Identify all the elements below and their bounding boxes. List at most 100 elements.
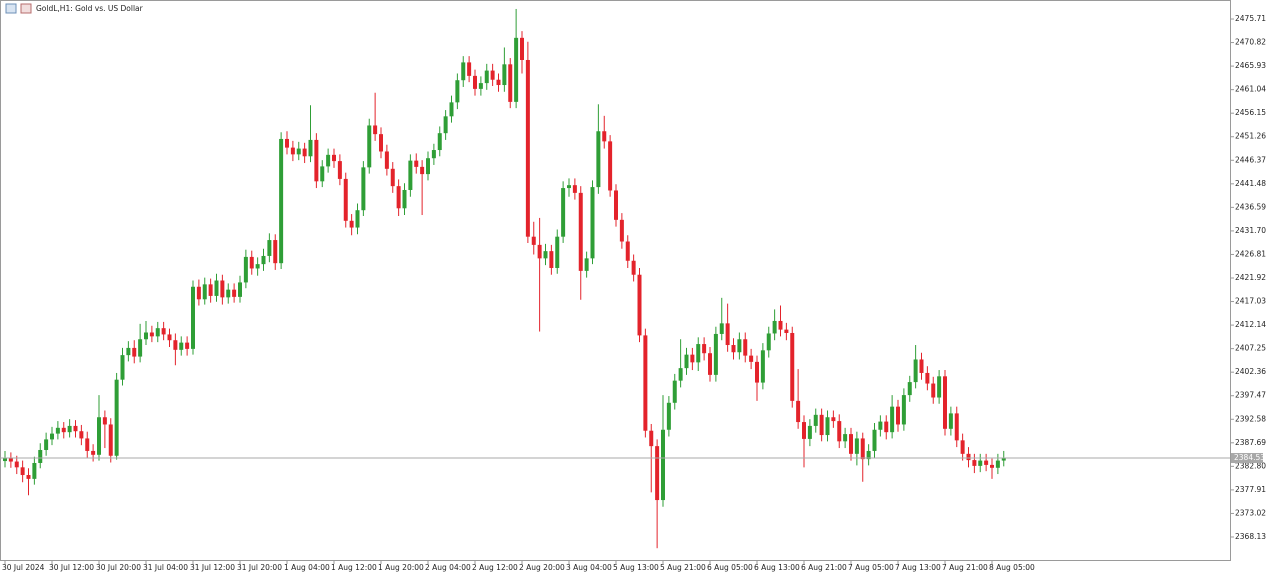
y-tick-label: 2402.36	[1235, 367, 1266, 376]
candle-body	[279, 138, 284, 264]
x-tick-label: 7 Aug 21:00	[942, 563, 988, 572]
candle-body	[461, 62, 466, 81]
candle-body	[537, 244, 542, 259]
candle-body	[866, 450, 871, 460]
candle-body	[431, 150, 436, 159]
candle-body	[8, 458, 13, 462]
candle-body	[596, 131, 601, 188]
candle-body	[44, 439, 49, 450]
candle-body	[185, 342, 190, 349]
candle-body	[144, 332, 148, 340]
y-tick-label: 2392.58	[1235, 414, 1266, 423]
candle-body	[525, 59, 530, 237]
y-tick-label: 2412.14	[1235, 320, 1266, 329]
candle-body	[120, 355, 125, 380]
y-tick-label: 2470.82	[1235, 38, 1266, 47]
candle-body	[896, 406, 900, 425]
y-tick-label: 2456.15	[1235, 108, 1266, 117]
candle-body	[3, 458, 7, 462]
last-price-box	[1231, 453, 1263, 464]
y-tick-label: 2436.59	[1235, 202, 1266, 211]
x-tick-label: 2 Aug 12:00	[472, 563, 518, 572]
candle-body	[990, 464, 994, 468]
candle-body	[467, 62, 472, 76]
y-tick-label: 2417.03	[1235, 297, 1266, 306]
candle-body	[578, 192, 583, 271]
x-tick-label: 8 Aug 05:00	[989, 563, 1035, 572]
candle-body	[232, 289, 237, 297]
candle-body	[132, 347, 137, 357]
candle-body	[243, 256, 248, 283]
candle-body	[402, 189, 407, 209]
candle-body	[255, 264, 260, 269]
x-tick-label: 31 Jul 20:00	[237, 563, 282, 572]
candle-body	[214, 280, 219, 296]
candle-body	[55, 427, 60, 434]
candle-body	[966, 453, 971, 461]
candle-body	[690, 354, 695, 363]
candle-body	[208, 284, 213, 296]
candle-body	[296, 148, 301, 155]
candle-body	[549, 251, 554, 268]
candle-body	[696, 344, 701, 363]
candle-body	[273, 240, 278, 264]
y-tick-label: 2446.37	[1235, 155, 1266, 164]
y-tick-label: 2451.26	[1235, 132, 1266, 141]
y-tick-label: 2475.71	[1235, 14, 1266, 23]
candle-body	[631, 260, 636, 275]
candle-body	[784, 329, 789, 333]
candle-body	[678, 368, 683, 381]
candle-body	[614, 190, 618, 220]
candle-body	[854, 438, 859, 454]
candle-body	[702, 344, 707, 354]
candle-body	[502, 64, 507, 86]
x-tick-label: 7 Aug 13:00	[895, 563, 941, 572]
candle-body	[67, 425, 72, 433]
candle-body	[655, 446, 660, 501]
candle-body	[249, 256, 254, 269]
candle-body	[995, 460, 1000, 468]
candle-body	[948, 413, 953, 429]
candle-body	[437, 133, 442, 151]
x-tick-label: 1 Aug 04:00	[284, 563, 330, 572]
candle-body	[619, 219, 624, 242]
candle-body	[590, 187, 595, 259]
candle-body	[807, 425, 812, 439]
candle-body	[731, 345, 736, 353]
candle-body	[455, 80, 460, 103]
candle-body	[901, 395, 906, 425]
candle-body	[478, 83, 483, 89]
candle-body	[97, 417, 101, 455]
x-tick-label: 1 Aug 12:00	[331, 563, 377, 572]
candle-body	[379, 134, 383, 152]
candle-body	[837, 421, 842, 442]
candle-body	[32, 462, 37, 479]
candle-body	[349, 220, 354, 228]
candle-body	[602, 131, 607, 142]
chart-icon	[20, 3, 32, 14]
candle-body	[261, 255, 266, 265]
candle-body	[73, 425, 78, 432]
candle-body	[684, 354, 689, 369]
candle-body	[831, 417, 836, 422]
candle-body	[661, 429, 665, 501]
candle-body	[937, 376, 942, 398]
candle-body	[520, 37, 524, 60]
y-tick-label: 2368.13	[1235, 532, 1266, 541]
candle-body	[361, 167, 366, 211]
candle-body	[149, 332, 154, 337]
candle-body	[85, 438, 90, 451]
candle-body	[713, 333, 718, 375]
candle-body	[872, 429, 877, 451]
chart-title: GoldL,H1: Gold vs. US Dollar	[36, 4, 144, 13]
candle-body	[543, 251, 548, 259]
candle-body	[337, 161, 342, 179]
candle-body	[802, 422, 806, 439]
candle-body	[426, 158, 430, 175]
candle-body	[420, 166, 425, 175]
candle-body	[508, 64, 513, 102]
candle-body	[743, 339, 748, 356]
candle-body	[320, 166, 325, 182]
x-tick-label: 31 Jul 04:00	[143, 563, 188, 572]
